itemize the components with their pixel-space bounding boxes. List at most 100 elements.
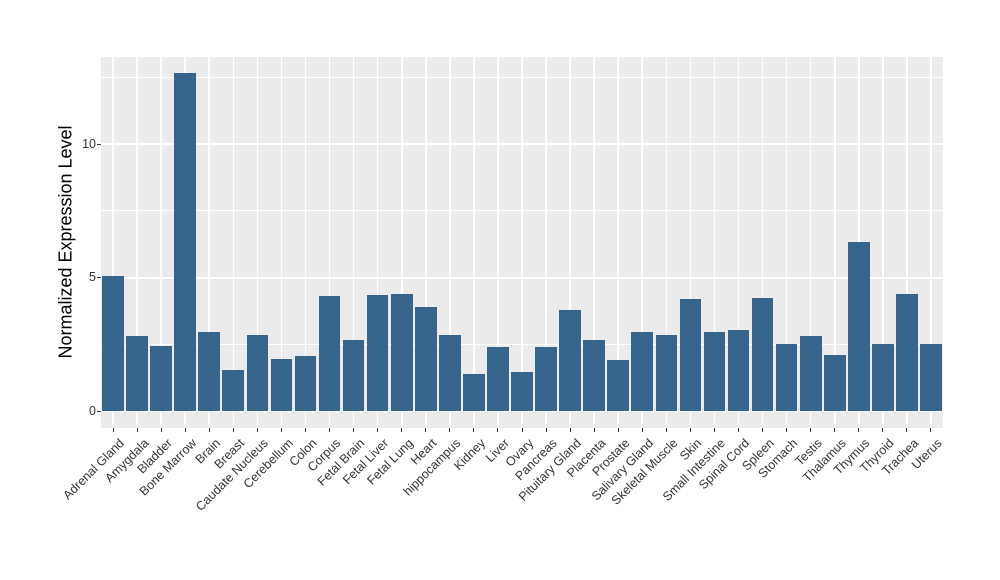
bar-spinal-cord [727,329,750,412]
x-axis-tick [713,428,715,432]
x-axis-tick [473,428,475,432]
x-axis-tick [353,428,355,432]
x-axis-tick [449,428,451,432]
gridline-vertical [424,56,427,428]
bar-uterus [920,344,942,412]
y-axis-tick [97,143,101,145]
x-axis-tick [810,428,812,432]
gridline-vertical [833,56,836,428]
bar-stomach [775,344,798,412]
x-axis-tick [786,428,788,432]
bar-thalamus [823,355,846,412]
x-axis-tick [377,428,379,432]
gridline-vertical [256,56,259,428]
bar-liver [487,347,509,412]
x-axis-tick [617,428,619,432]
bar-thymus [847,241,870,412]
gridline-vertical [737,56,740,428]
gridline-vertical [882,56,884,428]
x-axis-tick [930,428,932,432]
bar-brain [198,332,221,412]
gridline-vertical [136,56,138,428]
bar-fetal-brain [342,340,365,412]
gridline-vertical [304,56,307,428]
x-axis-tick [184,428,186,432]
x-axis-tick [160,428,162,432]
bar-skeletal-muscle [655,335,678,412]
bar-heart [414,306,437,412]
bar-fetal-lung [390,293,413,412]
x-axis-tick [232,428,234,432]
y-axis-title: Normalized Expression Level [55,125,76,359]
bar-kidney [463,373,485,412]
gridline-vertical [280,56,283,428]
x-axis-tick [593,428,595,432]
bar-spleen [751,297,774,412]
bar-pancreas [535,347,557,412]
bar-prostate [607,360,630,412]
x-axis-tick [112,428,114,432]
bar-skin [679,298,702,412]
gridline-vertical [593,56,595,428]
gridline-vertical [930,56,932,428]
gridline-vertical [328,56,331,428]
x-axis-tick [425,428,427,432]
x-axis-tick [497,428,499,432]
gridline-vertical [569,56,571,428]
x-axis-tick [208,428,210,432]
gridline-vertical [641,56,644,428]
gridline-vertical [665,56,668,428]
gridline-vertical [617,56,620,428]
x-axis-tick [762,428,764,432]
gridline-vertical [809,56,812,428]
bar-hippocampus [439,335,461,412]
gridline-vertical [473,56,475,428]
bar-pituitary-gland [559,309,581,412]
bar-small-intestine [703,332,726,412]
x-axis-tick [641,428,643,432]
bar-testis [799,336,822,412]
bar-trachea [896,293,918,412]
x-axis-tick [858,428,860,432]
bar-placenta [583,340,605,412]
x-axis-tick [545,428,547,432]
gridline-vertical [906,56,908,428]
y-tick-label: 10 [82,136,96,151]
x-axis-tick [834,428,836,432]
bar-ovary [511,372,533,412]
x-axis-tick [738,428,739,432]
bar-bone-marrow [174,73,196,412]
bar-amygdala [126,336,148,412]
gridline-vertical [376,56,379,428]
gridline-vertical [689,56,692,428]
x-axis-tick [882,428,884,432]
gridline-vertical [713,56,716,428]
x-axis-tick [401,428,403,432]
bar-fetal-liver [366,294,389,412]
gridline-vertical [160,56,162,428]
bar-thyroid [872,344,894,412]
bar-cerebellum [270,359,293,412]
x-axis-tick [329,428,331,432]
bar-bladder [150,345,172,412]
gridline-vertical [232,56,235,428]
x-axis-tick [665,428,667,432]
gridline-vertical [352,56,355,428]
gridline-vertical [497,56,499,428]
x-axis-tick [256,428,258,432]
gridline-vertical [449,56,451,428]
gridline-vertical [761,56,764,428]
y-axis-tick [97,410,101,412]
gridline-vertical [521,56,523,428]
x-axis-tick [304,428,306,432]
y-tick-label: 5 [89,270,96,285]
x-axis-tick [569,428,571,432]
x-axis-tick [521,428,523,432]
gridline-vertical [400,56,403,428]
x-axis-tick [689,428,691,432]
bar-caudate-nucleus [246,335,269,412]
x-axis-tick [906,428,908,432]
gridline-vertical [208,56,211,428]
gridline-vertical [785,56,788,428]
